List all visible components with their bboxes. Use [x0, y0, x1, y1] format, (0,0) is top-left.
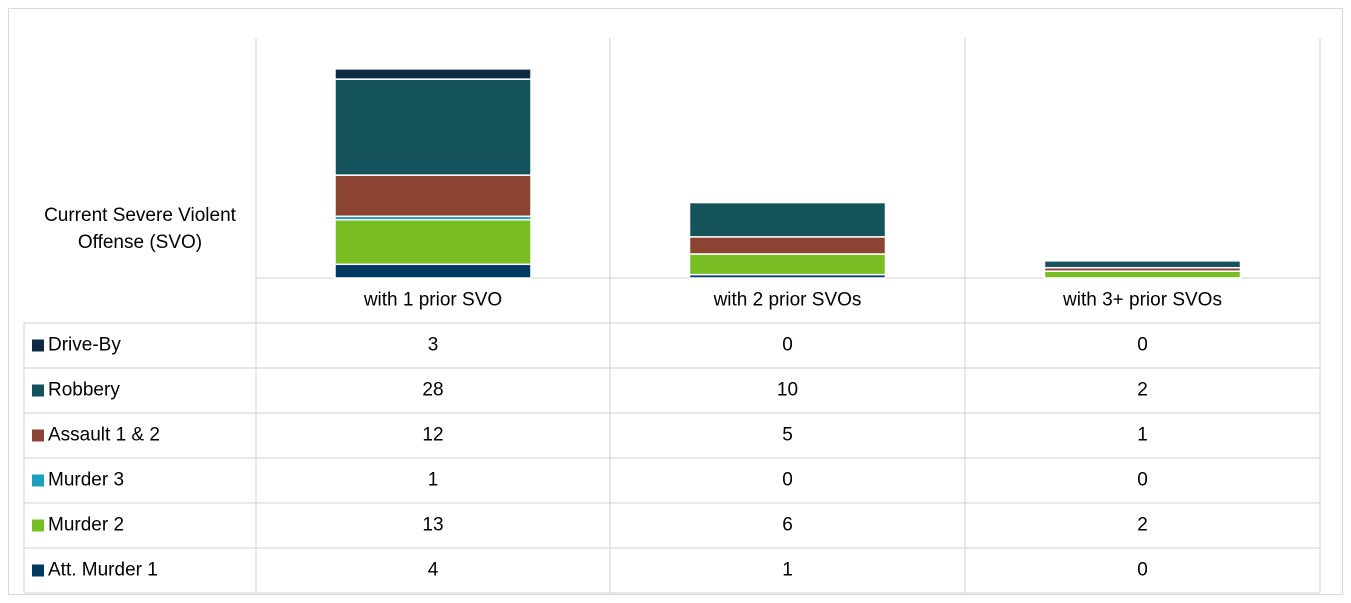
x-tick-label: with 3+ prior SVOs	[1062, 290, 1222, 311]
data-table-value: 1	[428, 470, 439, 491]
data-table-value: 12	[422, 425, 443, 446]
bar-segment	[334, 263, 532, 279]
bar-segment	[1043, 260, 1242, 269]
data-table-value: 6	[782, 515, 793, 536]
data-table-value: 3	[428, 335, 439, 356]
legend-label: Assault 1 & 2	[48, 425, 160, 446]
x-tick-label: with 2 prior SVOs	[713, 290, 862, 311]
legend-label: Drive-By	[48, 335, 121, 356]
axis-label: Current Severe Violent Offense (SVO)	[44, 205, 236, 253]
data-table-value: 1	[1137, 425, 1148, 446]
data-table-value: 0	[1137, 470, 1148, 491]
data-table-value: 13	[422, 515, 443, 536]
data-table-value: 0	[782, 470, 793, 491]
data-table-value: 1	[782, 560, 793, 581]
legend-label: Murder 3	[48, 470, 124, 491]
legend-key	[32, 564, 44, 577]
bar-segment	[688, 236, 887, 255]
data-table-value: 0	[782, 335, 793, 356]
bar-segment	[688, 201, 887, 238]
legend-label: Att. Murder 1	[48, 560, 158, 581]
legend-key	[32, 339, 44, 352]
bar-segment	[334, 68, 532, 80]
bar-segment	[334, 174, 532, 218]
bar-segment	[1043, 270, 1242, 279]
data-table-value: 10	[777, 380, 798, 401]
x-tick-label: with 1 prior SVO	[363, 290, 502, 311]
legend-key	[32, 519, 44, 532]
bar-segment	[334, 218, 532, 266]
data-table-value: 2	[1137, 380, 1148, 401]
bar-segment	[334, 78, 532, 176]
legend-key	[32, 474, 44, 487]
legend-label: Robbery	[48, 380, 120, 401]
bar-segment	[688, 253, 887, 276]
chart-frame	[8, 8, 1343, 595]
data-table-value: 0	[1137, 560, 1148, 581]
data-table-value: 0	[1137, 335, 1148, 356]
data-table-value: 4	[428, 560, 439, 581]
legend-key	[32, 429, 44, 442]
data-table-value: 5	[782, 425, 793, 446]
data-table-value: 28	[422, 380, 443, 401]
legend-label: Murder 2	[48, 515, 124, 536]
legend-key	[32, 384, 44, 397]
data-table-value: 2	[1137, 515, 1148, 536]
